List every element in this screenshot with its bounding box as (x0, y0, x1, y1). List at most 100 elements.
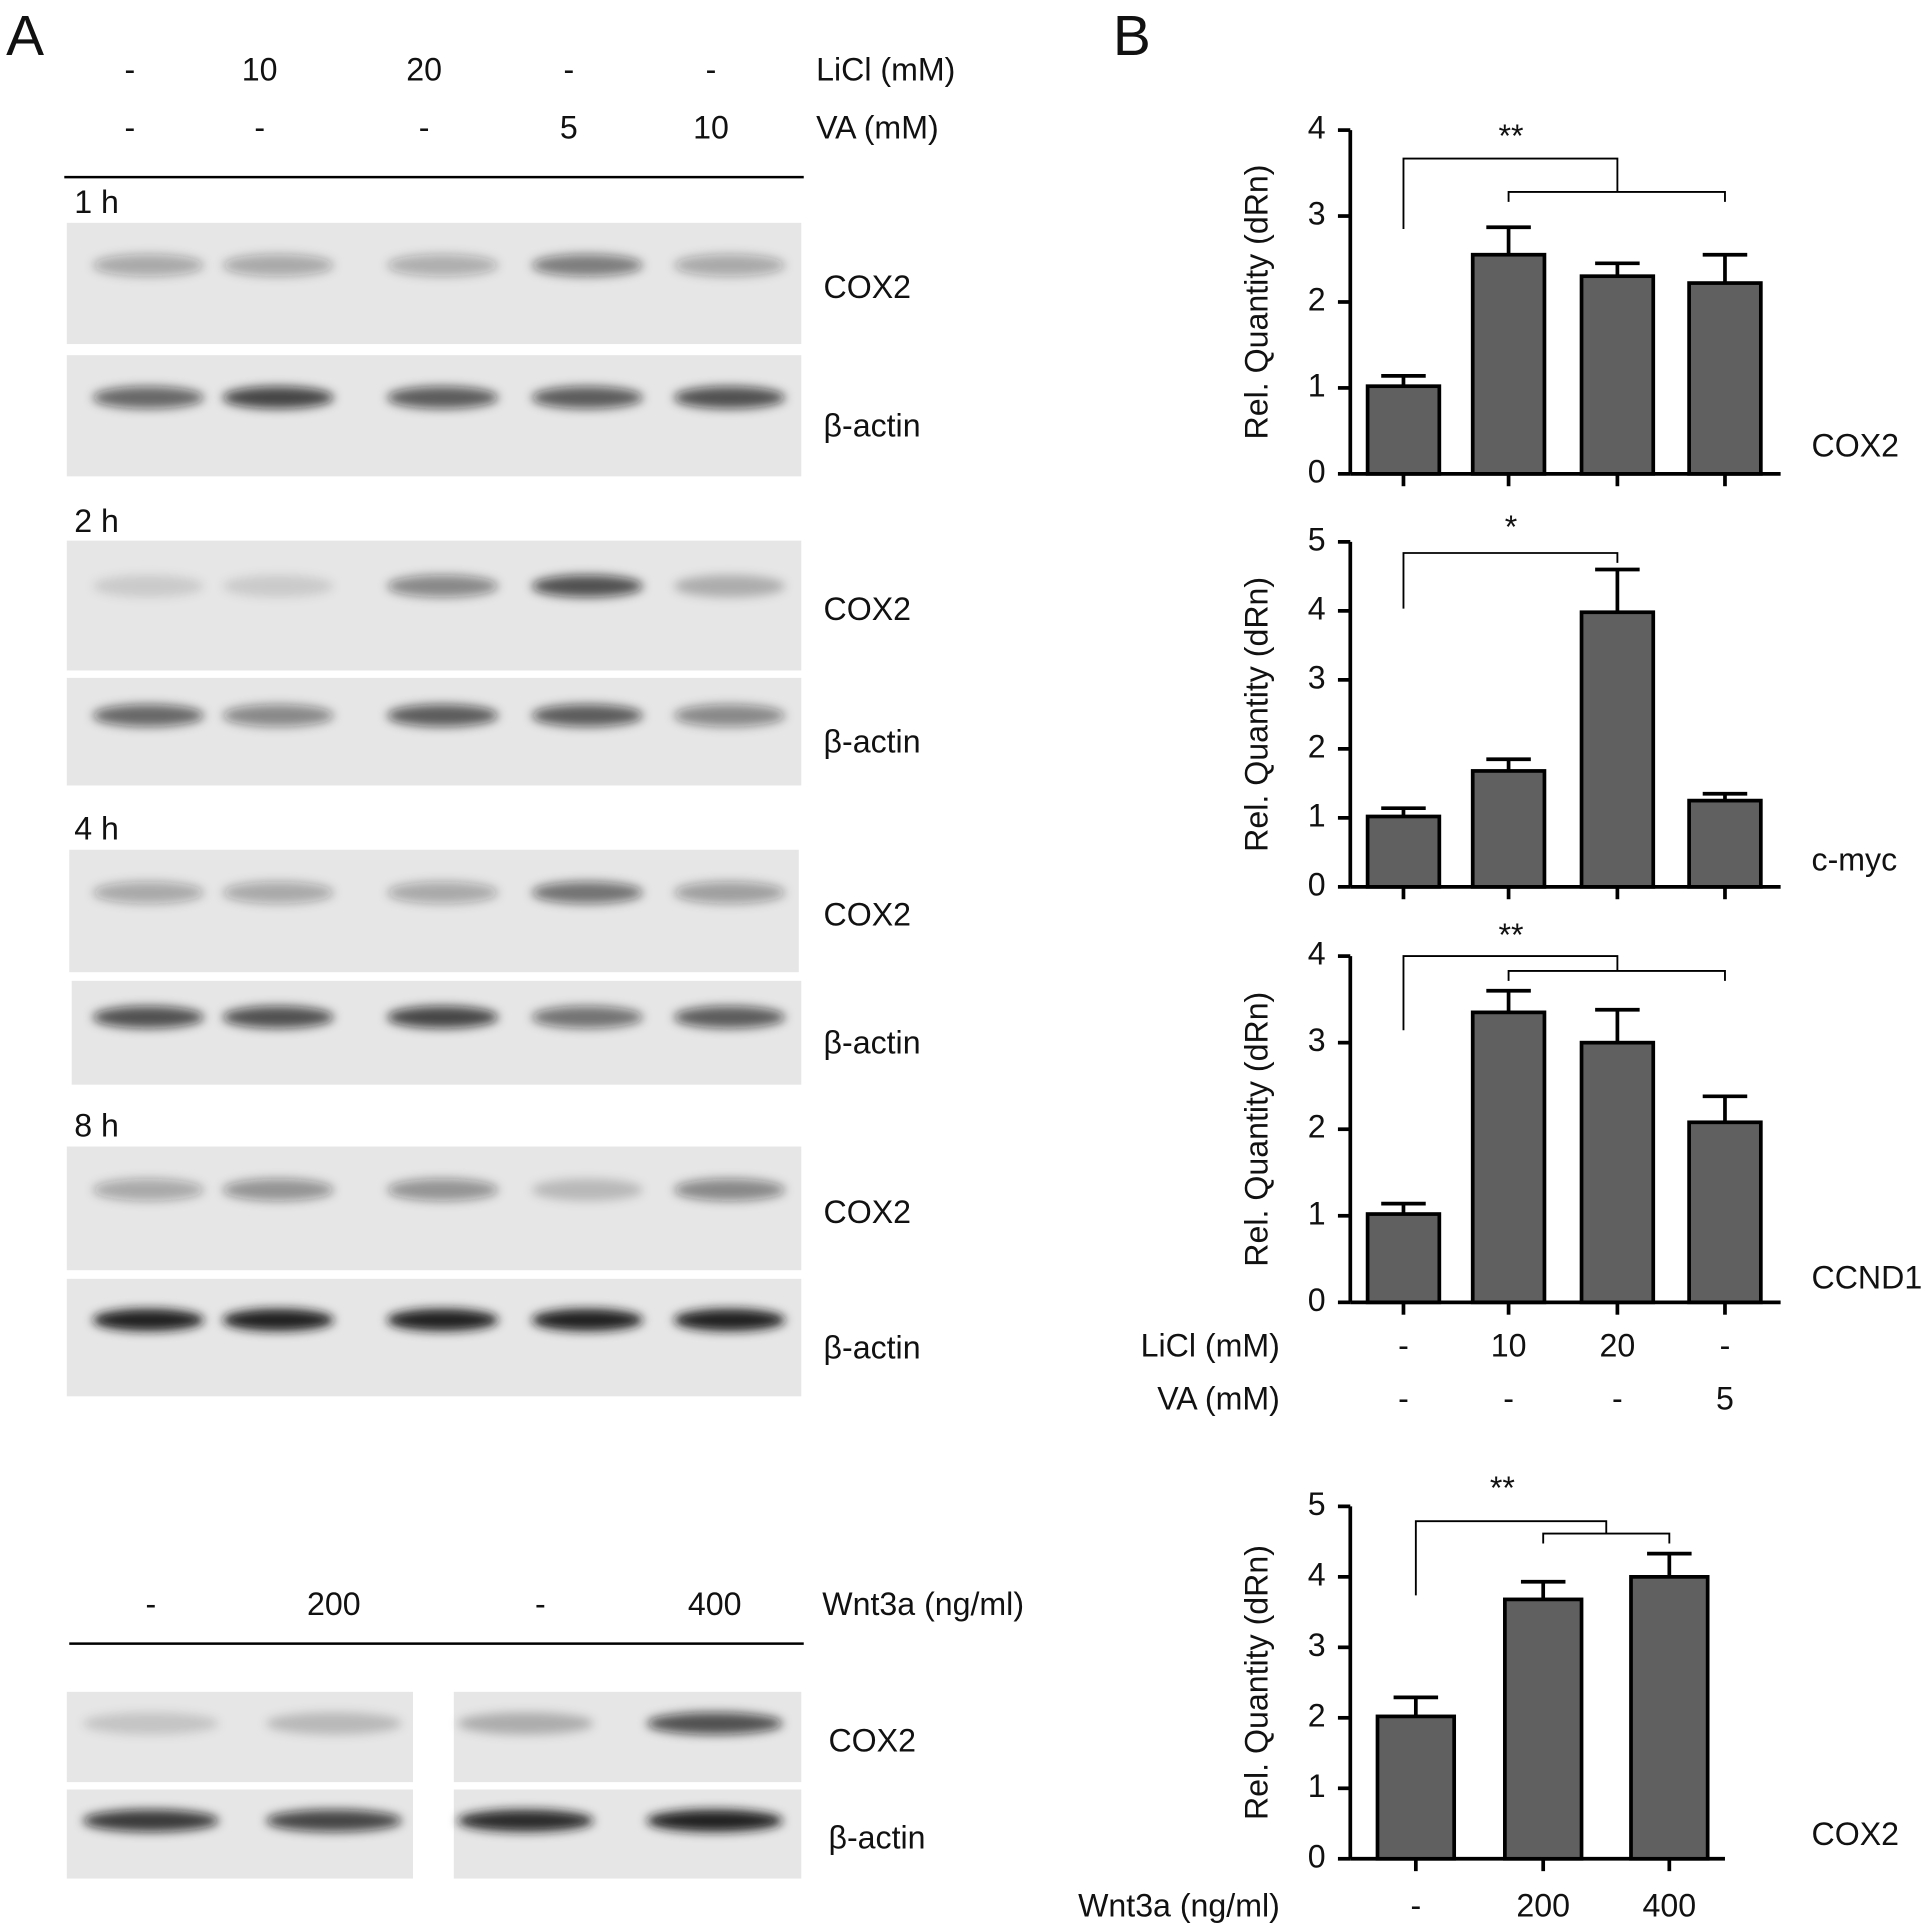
treatment-label: - (254, 110, 265, 146)
y-axis-label: Rel. Quantity (dRn) (1238, 992, 1274, 1267)
y-tick-label: 1 (1308, 797, 1326, 833)
gene-label: COX2 (1812, 1816, 1899, 1852)
bar (1503, 1597, 1584, 1861)
timepoint-label: 8 h (74, 1107, 119, 1143)
y-tick-label: 0 (1308, 1838, 1326, 1874)
gel-band (387, 1178, 499, 1201)
bar (1365, 814, 1442, 889)
treatment-label: - (419, 110, 430, 146)
significance-label: ** (1490, 1470, 1515, 1506)
gel-band (222, 704, 334, 727)
gel-band (673, 1178, 786, 1201)
bar (1579, 1040, 1656, 1305)
gel-band (265, 1809, 402, 1832)
significance-bracket (1414, 1520, 1608, 1596)
bar (1365, 384, 1442, 476)
treatment-label: 400 (688, 1586, 742, 1622)
x-tick-label: 400 (1643, 1888, 1697, 1924)
gel-band (222, 386, 334, 409)
y-tick-label: 1 (1308, 1768, 1326, 1804)
gel-band (82, 1712, 219, 1735)
x-row-label: VA (mM) (1157, 1381, 1280, 1417)
y-tick-label: 3 (1308, 196, 1326, 232)
significance-bracket (1507, 970, 1726, 981)
panel-label: A (6, 5, 44, 68)
x-tick-label: 20 (1600, 1328, 1636, 1364)
y-tick-label: 2 (1308, 281, 1326, 317)
gel-band (387, 1308, 499, 1332)
treatment-label: 20 (406, 51, 442, 87)
x-tick-label: - (1503, 1381, 1514, 1417)
gel-band (531, 254, 643, 277)
gel-band (646, 1809, 783, 1832)
gel-band (92, 881, 205, 904)
x-tick-label: - (1720, 1328, 1731, 1364)
y-tick-label: 5 (1308, 521, 1326, 557)
y-tick-label: 3 (1308, 1022, 1326, 1058)
gel-band (387, 574, 499, 598)
y-tick-label: 4 (1308, 1556, 1326, 1592)
bar (1579, 274, 1656, 476)
gel-image (66, 1691, 414, 1783)
timepoint-label: 1 h (74, 184, 119, 220)
gel-band (531, 881, 643, 904)
gel-image (453, 1691, 802, 1783)
gel-band (92, 704, 205, 727)
gene-label: β-actin (828, 1820, 925, 1856)
gel-band (387, 386, 499, 409)
y-tick-label: 3 (1308, 1627, 1326, 1663)
significance-bracket (1542, 1532, 1671, 1544)
significance-bracket (1402, 955, 1619, 1031)
gel-band (222, 254, 334, 277)
gel-band (531, 1308, 643, 1332)
gel-band (531, 704, 643, 727)
treatment-name: VA (mM) (816, 110, 939, 146)
gel-band (92, 574, 205, 598)
gene-label: CCND1 (1812, 1260, 1923, 1296)
gel-band (531, 386, 643, 409)
y-axis-label: Rel. Quantity (dRn) (1238, 577, 1274, 852)
gene-label: COX2 (1812, 427, 1899, 463)
treatment-label: 200 (307, 1586, 361, 1622)
treatment-label: 10 (693, 110, 729, 146)
gel-image (66, 677, 802, 786)
gel-image (66, 1146, 802, 1271)
gel-band (673, 254, 786, 277)
gene-label: COX2 (824, 1194, 911, 1230)
bar (1470, 1010, 1547, 1305)
x-row-label: Wnt3a (ng/ml) (1078, 1888, 1280, 1924)
y-axis-label: Rel. Quantity (dRn) (1238, 1545, 1274, 1820)
gel-image (66, 540, 802, 671)
x-tick-label: 10 (1491, 1328, 1527, 1364)
x-tick-label: - (1410, 1888, 1421, 1924)
significance-bracket (1402, 157, 1619, 230)
y-tick-label: 1 (1308, 367, 1326, 403)
bar (1375, 1714, 1457, 1861)
treatment-label: - (535, 1586, 546, 1622)
gel-band (457, 1712, 594, 1735)
gel-band (82, 1809, 219, 1832)
gene-label: β-actin (824, 1025, 921, 1061)
y-tick-label: 2 (1308, 1109, 1326, 1145)
treatment-name: Wnt3a (ng/ml) (822, 1586, 1024, 1622)
gene-label: COX2 (824, 897, 911, 933)
significance-bracket (1507, 190, 1726, 202)
gene-label: c-myc (1812, 842, 1898, 878)
gel-band (222, 1178, 334, 1201)
bar (1365, 1212, 1442, 1305)
gel-image (66, 222, 802, 345)
timepoint-label: 4 h (74, 811, 119, 847)
y-tick-label: 2 (1308, 1697, 1326, 1733)
bar (1687, 281, 1763, 476)
y-tick-label: 0 (1308, 866, 1326, 902)
gel-band (92, 254, 205, 277)
y-tick-label: 2 (1308, 728, 1326, 764)
x-tick-label: - (1612, 1381, 1623, 1417)
gel-band (222, 1006, 334, 1029)
gel-band (531, 574, 643, 598)
gel-band (531, 1178, 643, 1201)
gel-band (531, 1006, 643, 1029)
y-tick-label: 1 (1308, 1195, 1326, 1231)
gel-band (222, 1308, 334, 1332)
